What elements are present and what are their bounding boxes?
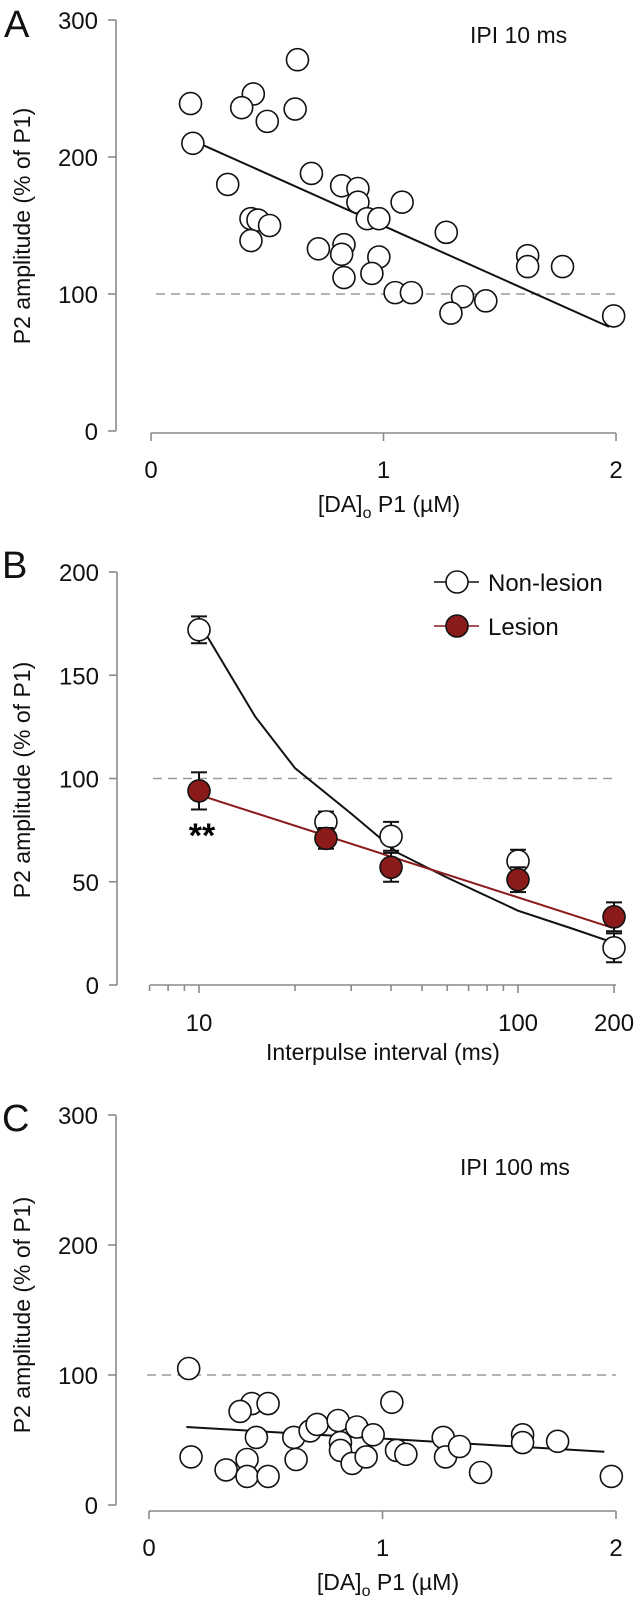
y-tick-label-a: 200	[58, 145, 98, 172]
annotation-ipi-10: IPI 10 ms	[470, 22, 567, 48]
data-point	[439, 301, 463, 325]
data-point	[214, 1458, 238, 1482]
data-point	[299, 161, 324, 186]
data-point	[329, 242, 354, 267]
legend-label-non-lesion: Non-lesion	[488, 570, 603, 597]
data-point	[239, 228, 263, 253]
y-axis-title-a: P2 amplitude (% of P1)	[9, 108, 35, 345]
x-tick-label-b: 100	[498, 1010, 538, 1037]
significance-marker: **	[189, 817, 216, 855]
x-tick-label-c: 1	[376, 1535, 389, 1562]
data-point	[545, 1429, 570, 1454]
data-point-lesion	[314, 826, 338, 851]
data-point	[473, 289, 498, 313]
panel-label-a: A	[4, 4, 30, 46]
data-point	[306, 236, 331, 261]
data-point	[367, 206, 391, 231]
data-point	[394, 1442, 418, 1467]
data-point	[550, 254, 575, 279]
legend-label-lesion: Lesion	[488, 614, 559, 641]
data-point	[256, 1464, 280, 1489]
regression-line-a	[201, 143, 610, 328]
y-tick-label-b: 0	[86, 973, 99, 1000]
legend: Non-lesion Lesion	[434, 570, 603, 641]
data-point	[361, 1423, 385, 1447]
data-point	[468, 1460, 493, 1485]
y-tick-label-c: 300	[58, 1103, 98, 1130]
y-tick-label-b: 50	[72, 870, 99, 897]
data-point	[176, 1356, 201, 1381]
data-point	[450, 284, 475, 309]
y-tick-label-a: 100	[58, 282, 98, 309]
data-point	[399, 280, 424, 305]
y-tick-label-b: 200	[59, 560, 99, 587]
data-point	[305, 1412, 329, 1437]
data-point	[510, 1430, 535, 1455]
legend-marker-lesion	[445, 614, 469, 638]
y-tick-label-a: 0	[85, 419, 98, 446]
data-point	[256, 1391, 280, 1416]
data-point	[257, 213, 282, 238]
data-point	[228, 1399, 252, 1424]
x-tick-label-a: 2	[609, 457, 622, 484]
data-point	[599, 1464, 624, 1489]
x-tick-label-a: 0	[144, 457, 157, 484]
data-point	[447, 1434, 472, 1459]
data-point-non-lesion	[379, 824, 403, 849]
x-axis-title-a: [DA]o P1 (µM)	[318, 491, 460, 522]
panel-label-b: B	[2, 545, 27, 587]
fit-curve-non-lesion	[204, 633, 611, 943]
data-point	[179, 1445, 203, 1469]
x-tick-label-b: 200	[594, 1010, 634, 1037]
y-tick-label-c: 0	[85, 1493, 98, 1520]
data-point	[354, 1445, 378, 1469]
annotation-ipi-100: IPI 100 ms	[460, 1154, 570, 1180]
fit-curve-lesion	[205, 796, 611, 929]
data-point	[255, 109, 280, 134]
x-tick-label-b: 10	[186, 1010, 213, 1037]
x-tick-label-c: 2	[609, 1535, 622, 1562]
panel-b: B P2 amplitude (% of P1) Interpulse inte…	[2, 545, 634, 1065]
data-point-lesion	[506, 867, 530, 892]
data-point-lesion	[187, 779, 211, 803]
y-axis-title-c: P2 amplitude (% of P1)	[9, 1197, 35, 1434]
data-point-lesion	[379, 855, 403, 880]
data-point	[380, 1390, 404, 1415]
y-tick-label-b: 100	[59, 767, 99, 794]
y-tick-label-b: 150	[59, 663, 99, 690]
x-tick-label-a: 1	[377, 457, 390, 484]
legend-marker-non-lesion	[445, 570, 469, 594]
data-point-lesion	[602, 905, 626, 929]
panel-c: C P2 amplitude (% of P1) IPI 100 ms [DA]…	[2, 1098, 624, 1600]
data-point	[244, 1425, 269, 1450]
y-tick-label-c: 100	[58, 1363, 98, 1390]
data-point	[181, 131, 205, 156]
x-tick-label-c: 0	[142, 1535, 155, 1562]
data-point	[390, 190, 414, 215]
data-point	[332, 265, 356, 290]
data-point	[235, 1464, 259, 1489]
panel-a: A P2 amplitude (% of P1) IPI 10 ms [DA]o…	[4, 4, 626, 522]
y-tick-label-a: 300	[58, 8, 98, 35]
data-point	[178, 91, 203, 116]
y-tick-label-c: 200	[58, 1233, 98, 1260]
x-axis-title-c: [DA]o P1 (µM)	[317, 1569, 459, 1600]
data-point	[285, 47, 310, 72]
data-point-non-lesion	[187, 618, 211, 642]
data-point	[601, 304, 626, 328]
data-point	[283, 97, 307, 121]
data-point	[434, 220, 459, 245]
x-axis-title-b: Interpulse interval (ms)	[266, 1039, 500, 1065]
data-point	[229, 95, 254, 120]
panel-label-c: C	[2, 1098, 29, 1140]
y-axis-title-b: P2 amplitude (% of P1)	[9, 662, 35, 899]
data-point-non-lesion	[602, 936, 626, 960]
data-point	[215, 172, 240, 197]
data-point	[515, 254, 540, 279]
data-point	[284, 1447, 308, 1472]
data-point	[360, 261, 384, 286]
